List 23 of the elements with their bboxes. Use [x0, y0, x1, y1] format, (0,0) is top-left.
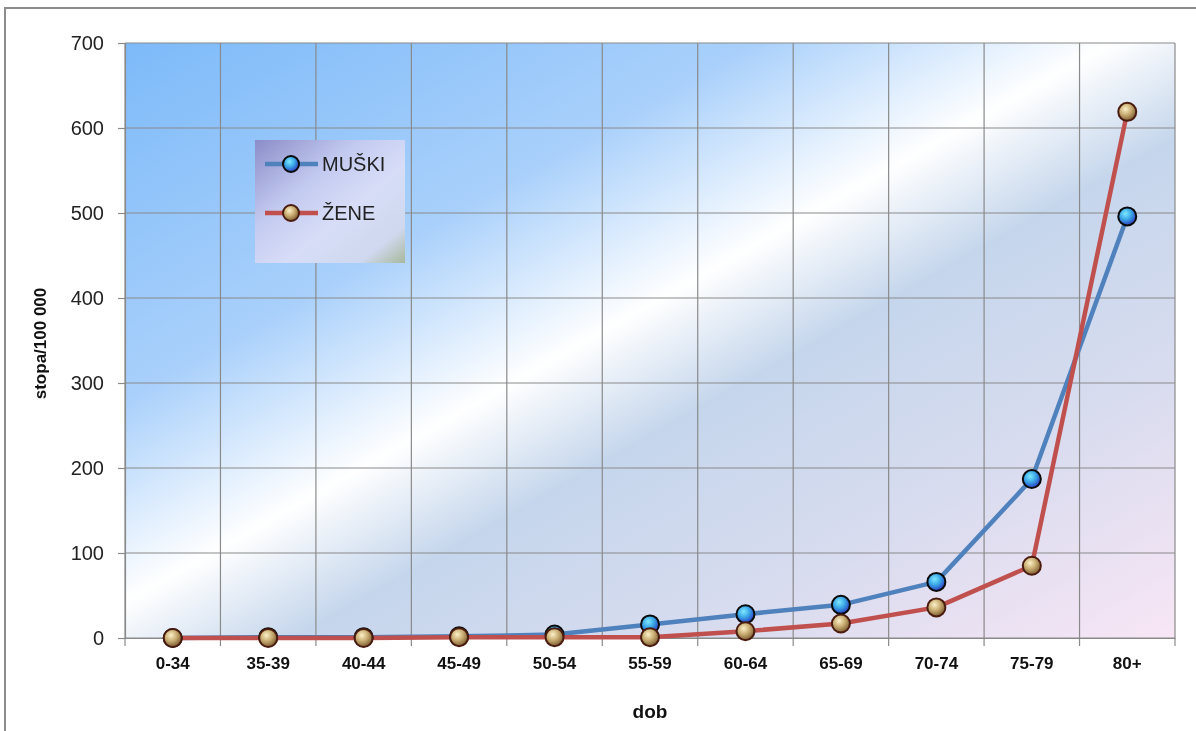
y-axis-title: stopa/100 000 — [31, 287, 50, 400]
x-tick-label: 50-54 — [532, 654, 577, 674]
legend-label: MUŠKI — [322, 153, 386, 175]
x-tick-label: 0-34 — [155, 654, 191, 674]
y-tick-label: 700 — [70, 31, 104, 54]
y-tick-label: 200 — [70, 456, 104, 479]
x-tick-label: 75-79 — [1010, 654, 1054, 674]
x-tick-label: 40-44 — [341, 654, 386, 674]
x-tick-label: 65-69 — [819, 654, 863, 674]
x-tick-label: 70-74 — [914, 654, 959, 674]
y-tick-label: 500 — [70, 201, 104, 224]
y-tick-label: 100 — [70, 541, 104, 564]
y-tick-label: 400 — [70, 286, 104, 309]
legend-label: ŽENE — [322, 202, 376, 224]
x-tick-label: 60-64 — [723, 654, 768, 674]
y-tick-label: 600 — [70, 116, 104, 139]
x-tick-label: 35-39 — [246, 654, 290, 674]
y-tick-label: 300 — [70, 371, 104, 394]
x-tick-label: 45-49 — [437, 654, 481, 674]
x-tick-label: 55-59 — [628, 654, 672, 674]
x-axis-title: dob — [632, 701, 668, 722]
x-tick-label: 80+ — [1112, 654, 1142, 674]
y-tick-label: 0 — [92, 626, 104, 649]
